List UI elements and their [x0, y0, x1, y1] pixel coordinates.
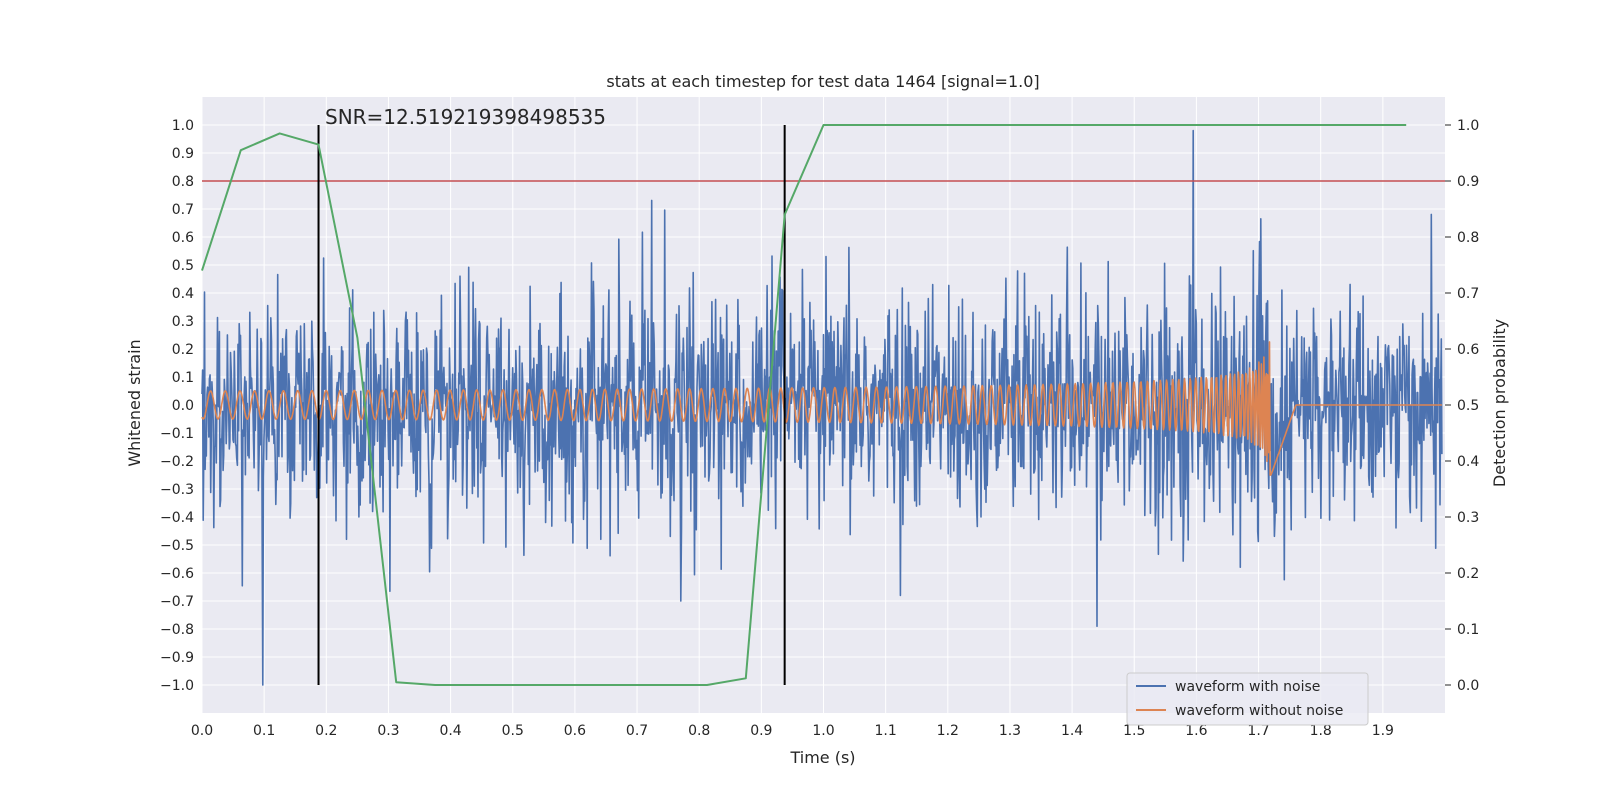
y-tick-label: −0.1: [160, 426, 194, 442]
x-tick-label: 0.1: [253, 723, 275, 739]
x-tick-label: 1.8: [1310, 723, 1332, 739]
y-tick-label: 0.1: [172, 370, 194, 386]
y-tick-label: −0.9: [160, 650, 194, 666]
x-tick-label: 0.2: [315, 723, 337, 739]
y-tick-label: 0.7: [172, 202, 194, 218]
x-tick-label: 0.6: [564, 723, 586, 739]
x-tick-label: 0.4: [439, 723, 461, 739]
x-tick-label: 0.0: [191, 723, 213, 739]
legend-box: [1126, 672, 1369, 726]
snr-annotation: SNR=12.519219398498535: [325, 105, 606, 129]
y-tick-label: −0.8: [160, 622, 194, 638]
y-tick-label: −0.5: [160, 538, 194, 554]
x-tick-label: 1.3: [999, 723, 1021, 739]
y2-tick-label: 0.4: [1457, 454, 1479, 470]
y-tick-label: −0.3: [160, 482, 194, 498]
clean-waveform-line: [201, 341, 1443, 476]
series-clean-waveform: [201, 341, 1443, 476]
y2-tick-label: 0.0: [1457, 678, 1479, 694]
axis-ticks: 0.0 0.1 0.2 0.3 0.4 0.5 0.6 0.7 0.8 0.9 1.0 1.1 1.2 1…: [160, 118, 1479, 739]
y-tick-label: −1.0: [160, 678, 194, 694]
x-tick-label: 1.7: [1247, 723, 1269, 739]
detection-probability-line: [201, 124, 1407, 686]
y2-tick-label: 0.6: [1457, 342, 1479, 358]
series-detection-probability: [201, 124, 1407, 686]
noisy-waveform-line: [201, 129, 1443, 686]
x-tick-label: 0.5: [502, 723, 524, 739]
y2-tick-label: 0.2: [1457, 566, 1479, 582]
y2-tick-label: 0.9: [1457, 174, 1479, 190]
y-tick-label: 0.9: [172, 146, 194, 162]
x-tick-label: 1.5: [1123, 723, 1145, 739]
x-tick-label: 1.0: [812, 723, 834, 739]
x-tick-label: 0.3: [377, 723, 399, 739]
y-tick-label: −0.2: [160, 454, 194, 470]
x-tick-label: 0.8: [688, 723, 710, 739]
y2-tick-label: 0.7: [1457, 286, 1479, 302]
y-tick-label: −0.6: [160, 566, 194, 582]
x-tick-label: 1.6: [1185, 723, 1207, 739]
chart-title: stats at each timestep for test data 146…: [606, 72, 1039, 91]
y-tick-label: 1.0: [172, 118, 194, 134]
x-axis-label: Time (s): [789, 748, 855, 767]
series-noisy-waveform: [201, 129, 1443, 686]
x-tick-label: 1.4: [1061, 723, 1083, 739]
y2-tick-label: 0.1: [1457, 622, 1479, 638]
y2-axis-label: Detection probability: [1490, 319, 1509, 487]
legend-label-clean: waveform without noise: [1175, 703, 1343, 719]
y-tick-label: 0.0: [172, 398, 194, 414]
y2-tick-label: 0.3: [1457, 510, 1479, 526]
y-tick-label: 0.4: [172, 286, 194, 302]
x-tick-label: 0.7: [626, 723, 648, 739]
y-axis-label: Whitened strain: [125, 339, 144, 466]
y-tick-label: 0.5: [172, 258, 194, 274]
legend: waveform with noise waveform without noi…: [1126, 672, 1369, 726]
y-tick-label: 0.8: [172, 174, 194, 190]
y-tick-label: 0.6: [172, 230, 194, 246]
x-tick-label: 1.2: [937, 723, 959, 739]
y-tick-label: 0.2: [172, 342, 194, 358]
y2-tick-label: 1.0: [1457, 118, 1479, 134]
x-tick-label: 1.1: [875, 723, 897, 739]
y2-tick-label: 0.8: [1457, 230, 1479, 246]
y2-tick-label: 0.5: [1457, 398, 1479, 414]
x-tick-label: 0.9: [750, 723, 772, 739]
legend-label-noisy: waveform with noise: [1175, 679, 1320, 695]
y-tick-label: 0.3: [172, 314, 194, 330]
y-tick-label: −0.7: [160, 594, 194, 610]
y-tick-label: −0.4: [160, 510, 194, 526]
x-tick-label: 1.9: [1372, 723, 1394, 739]
